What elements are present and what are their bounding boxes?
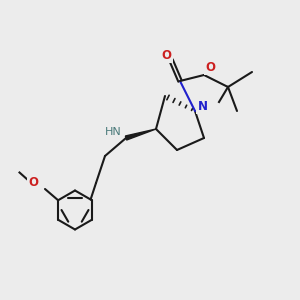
Text: O: O xyxy=(205,61,215,74)
Text: O: O xyxy=(28,176,38,190)
Polygon shape xyxy=(125,129,156,140)
Text: HN: HN xyxy=(105,127,122,137)
Text: O: O xyxy=(161,49,172,62)
Text: N: N xyxy=(197,100,208,113)
